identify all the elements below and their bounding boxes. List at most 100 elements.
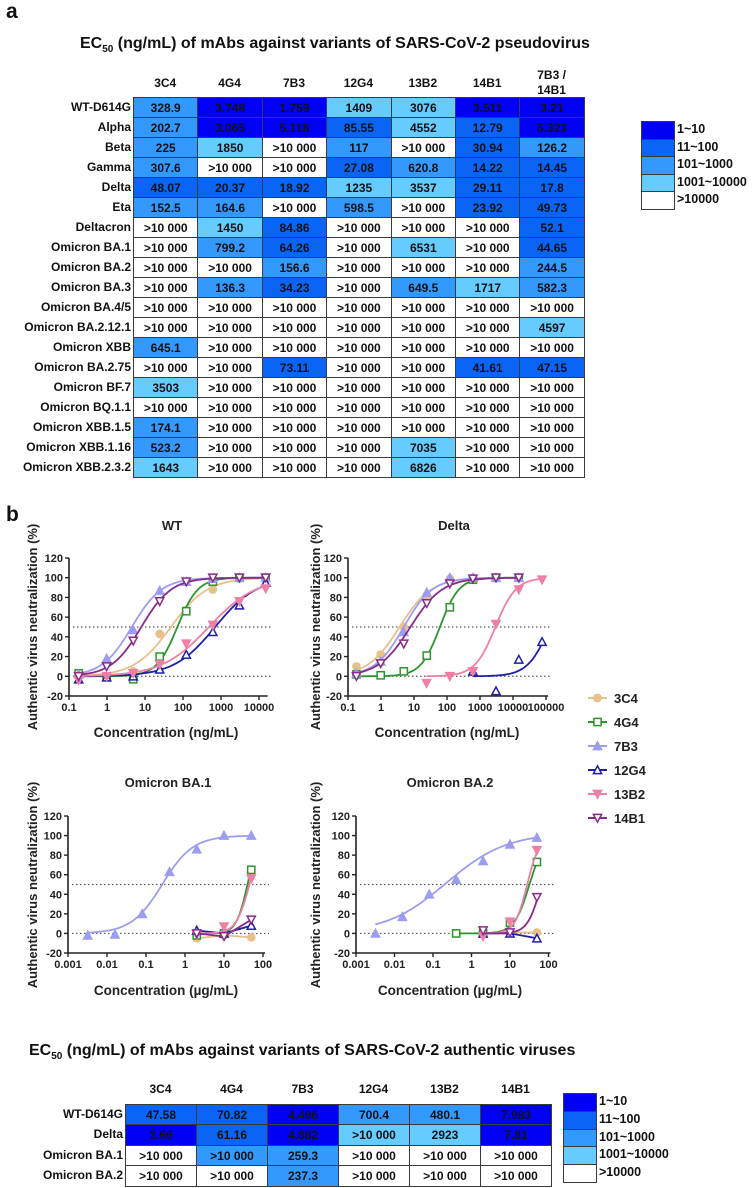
table-cell: >10 000 xyxy=(455,257,521,278)
data-point-7B3 xyxy=(154,584,166,595)
y-tick-label: 0 xyxy=(56,928,62,940)
data-point-14B1 xyxy=(127,636,139,647)
table-cell: >10 000 xyxy=(390,257,456,278)
table-cell: 1.759 xyxy=(261,97,328,118)
x-tick-label: 1 xyxy=(468,959,474,971)
data-point-13B2 xyxy=(490,619,502,630)
column-header: 12G4 xyxy=(343,76,374,90)
data-point-13B2 xyxy=(127,668,139,680)
y-tick-label: -20 xyxy=(326,691,342,703)
table-cell: >10 000 xyxy=(326,377,392,398)
data-point-3C4 xyxy=(155,629,165,639)
data-point-7B3 xyxy=(218,829,230,840)
data-point-12G4 xyxy=(180,648,192,659)
y-axis-label: Authentic virus neutralization (%) xyxy=(308,524,323,731)
data-point-13B2 xyxy=(180,639,192,650)
x-tick-label: 0.001 xyxy=(342,959,370,971)
y-tick-label: 40 xyxy=(338,889,350,901)
data-point-14B1 xyxy=(180,577,192,588)
y-tick-label: 20 xyxy=(338,909,350,921)
table-cell: 4552 xyxy=(390,117,456,138)
table-cell: >10 000 xyxy=(519,337,585,358)
x-tick-label: 1 xyxy=(378,702,384,714)
table-cell: >10 000 xyxy=(326,417,392,438)
column-header: 13B2 xyxy=(430,1082,459,1096)
row-label: Omicron XBB.1.16 xyxy=(26,440,131,454)
legend-range-label: >10000 xyxy=(677,192,720,207)
data-point-7B3 xyxy=(127,624,139,635)
data-point-14B1 xyxy=(101,662,113,673)
data-point-7B3 xyxy=(477,855,489,866)
table-cell: >10 000 xyxy=(390,297,456,318)
column-header: 12G4 xyxy=(358,1082,389,1096)
x-tick-label: 0.01 xyxy=(384,959,405,971)
table-cell: >10 000 xyxy=(455,397,521,418)
row-label: Eta xyxy=(112,200,131,214)
y-tick-label: 80 xyxy=(330,592,342,604)
y-tick-label: 0 xyxy=(57,671,63,683)
legend-label: 12G4 xyxy=(614,763,647,778)
legend-range-label: 11~100 xyxy=(599,1111,641,1126)
y-tick-label: 100 xyxy=(45,573,63,585)
data-point-14B1 xyxy=(504,928,516,939)
row-label: WT-D614G xyxy=(70,100,131,114)
data-point-12G4 xyxy=(531,932,543,943)
legend-range-label: >10000 xyxy=(599,1165,642,1180)
legend-marker-4G4 xyxy=(593,717,602,727)
data-point-13B2 xyxy=(260,584,272,595)
table-cell: 64.26 xyxy=(261,237,328,258)
y-tick-label: 20 xyxy=(330,652,342,664)
chart-title: WT xyxy=(162,518,182,533)
table-cell: >10 000 xyxy=(455,297,521,318)
y-tick-label: -20 xyxy=(334,948,350,960)
x-tick-label: 10 xyxy=(139,702,151,714)
x-tick-label: 1000 xyxy=(209,702,233,714)
table-cell: >10 000 xyxy=(196,1165,268,1187)
table-cell: >10 000 xyxy=(519,457,585,478)
row-label: Omicron BA.4/5 xyxy=(40,300,131,314)
y-axis-label: Authentic virus neutralization (%) xyxy=(308,782,323,989)
legend-range-label: 1001~10000 xyxy=(599,1147,669,1162)
data-point-14B1 xyxy=(421,598,433,610)
data-point-7B3 xyxy=(109,928,121,939)
table-cell: 49.73 xyxy=(519,197,585,218)
column-header: 3C4 xyxy=(154,76,177,90)
row-label: Omicron BA.1 xyxy=(50,240,131,254)
x-tick-label: 10 xyxy=(504,959,516,971)
table-cell: 164.6 xyxy=(197,197,263,218)
chart-title: Omicron BA.1 xyxy=(125,775,212,790)
table-cell: >10 000 xyxy=(519,417,585,438)
table-cell: 44.65 xyxy=(519,237,585,258)
column-header: 14B1 xyxy=(537,83,566,97)
data-point-13B2 xyxy=(513,585,525,596)
x-tick-label: 100 xyxy=(254,959,272,971)
table-cell: >10 000 xyxy=(519,377,585,398)
column-header: 4G4 xyxy=(218,76,241,90)
table-cell: 14.45 xyxy=(519,157,585,178)
table-cell: >10 000 xyxy=(455,377,521,398)
data-point-14B1 xyxy=(375,659,387,670)
table-cell: 3.21 xyxy=(519,97,585,118)
data-point-14B1 xyxy=(260,573,272,584)
table-cell: 136.3 xyxy=(197,277,263,298)
table-cell: 70.82 xyxy=(196,1104,268,1126)
y-tick-label: 60 xyxy=(50,870,62,882)
y-tick-label: 60 xyxy=(330,612,342,624)
data-point-13B2 xyxy=(154,660,166,671)
y-tick-label: 40 xyxy=(330,632,342,644)
table-cell: >10 000 xyxy=(261,377,328,398)
data-point-4G4 xyxy=(445,602,455,612)
table-cell: 6826 xyxy=(390,457,456,478)
data-point-13B2 xyxy=(245,874,257,885)
legend-range-label: 1001~10000 xyxy=(677,174,747,189)
title-rest: (ng/mL) of mAbs against variants of SARS… xyxy=(113,35,590,52)
legend-marker-12G4 xyxy=(592,764,603,775)
data-point-13B2 xyxy=(504,917,516,928)
x-tick-label: 0.1 xyxy=(61,702,76,714)
table-cell: 30.94 xyxy=(455,137,521,158)
y-tick-label: 80 xyxy=(338,850,350,862)
table-cell: 47.15 xyxy=(519,357,585,378)
data-point-13B2 xyxy=(421,678,432,689)
data-point-7B3 xyxy=(531,831,543,842)
